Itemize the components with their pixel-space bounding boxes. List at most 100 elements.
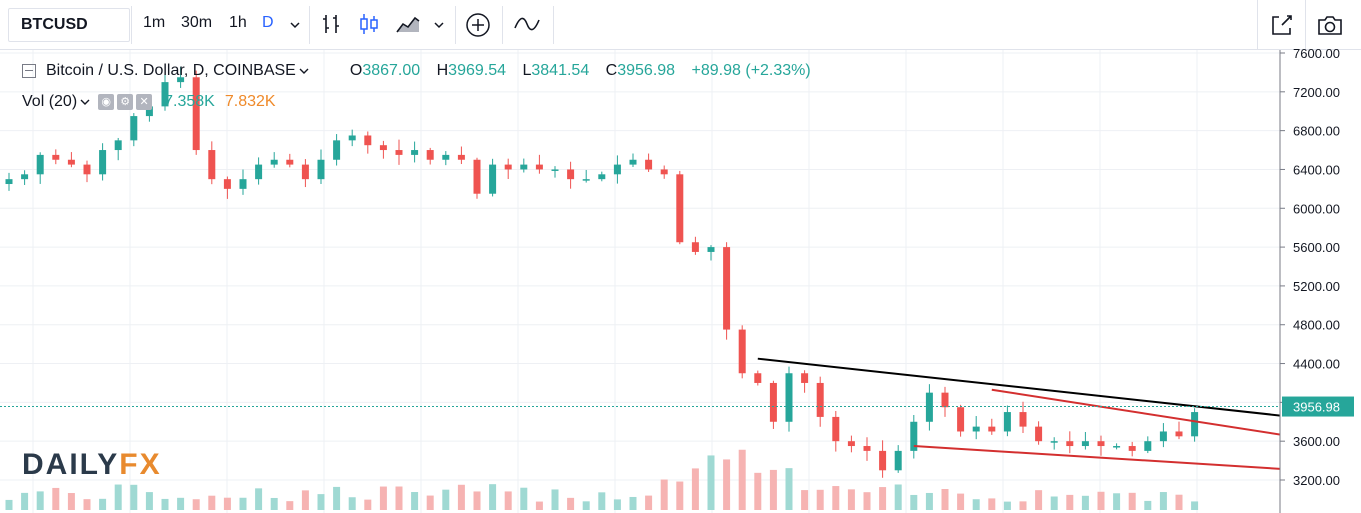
- candle-body: [239, 179, 247, 189]
- add-compare-icon[interactable]: [465, 12, 491, 38]
- candle-body: [723, 247, 731, 330]
- volume-bar: [863, 492, 871, 510]
- candle-body: [504, 164, 512, 170]
- candle-body: [1035, 426, 1043, 442]
- last-price-label: 3956.98: [1293, 400, 1340, 415]
- price-tick-label: 7200.00: [1293, 85, 1340, 100]
- chevron-down-icon[interactable]: [288, 18, 302, 32]
- indicators-icon[interactable]: [513, 12, 541, 36]
- candle-body: [36, 154, 44, 175]
- candle-body: [255, 164, 263, 180]
- candle-body: [707, 247, 715, 252]
- chevron-down-icon[interactable]: [432, 18, 446, 32]
- last-price-badge: [1282, 396, 1354, 417]
- volume-bar: [676, 481, 684, 510]
- candle-body: [5, 179, 13, 185]
- candle-body: [754, 373, 762, 383]
- candle-body: [785, 373, 793, 422]
- volume-bar: [1144, 500, 1152, 510]
- volume-bar: [1191, 501, 1199, 510]
- candle-body: [520, 164, 528, 170]
- candle-body: [411, 150, 419, 155]
- candle-body: [910, 421, 918, 451]
- chevron-down-icon[interactable]: [298, 65, 310, 77]
- candle-style-icon[interactable]: [357, 12, 381, 36]
- candle-body: [567, 169, 575, 180]
- high-label: H: [436, 62, 449, 79]
- price-tick-label: 3600.00: [1293, 434, 1340, 449]
- candle-body: [1050, 441, 1058, 443]
- volume-bar: [645, 495, 653, 510]
- volume-bar: [801, 490, 809, 510]
- interval-1m-button[interactable]: 1m: [143, 14, 166, 31]
- volume-bar: [582, 501, 590, 510]
- price-tick-label: 6400.00: [1293, 162, 1340, 177]
- volume-label[interactable]: Vol (20): [22, 93, 78, 110]
- candle-body: [270, 159, 278, 165]
- close-label: C: [605, 62, 618, 79]
- area-style-icon[interactable]: [395, 12, 421, 36]
- candle-body: [832, 416, 840, 442]
- candle-body: [1066, 441, 1074, 447]
- volume-bar: [208, 495, 216, 510]
- volume-bar: [972, 499, 980, 510]
- low-label: L: [522, 62, 532, 79]
- candle-body: [691, 242, 699, 252]
- visibility-eye-icon[interactable]: ◉: [98, 94, 115, 110]
- candle-body: [192, 77, 200, 151]
- series-title[interactable]: Bitcoin / U.S. Dollar, D, COINBASE: [46, 62, 296, 79]
- volume-bar: [489, 484, 497, 510]
- candle-body: [941, 392, 949, 408]
- candle-body: [816, 382, 824, 417]
- volume-bar: [941, 489, 949, 510]
- symbol-search-button[interactable]: BTCUSD: [8, 8, 130, 42]
- camera-icon[interactable]: [1316, 12, 1344, 38]
- volume-bar: [83, 499, 91, 510]
- volume-bar: [567, 497, 575, 510]
- collapse-legend-icon[interactable]: [22, 64, 36, 78]
- volume-bar: [1035, 490, 1043, 510]
- volume-bar: [1159, 492, 1167, 510]
- volume-bar: [473, 491, 481, 510]
- candle-body: [457, 154, 465, 160]
- volume-bar: [192, 499, 200, 510]
- open-value: 3867.00: [362, 62, 421, 79]
- volume-bar: [754, 472, 762, 510]
- candle-body: [333, 140, 341, 160]
- candle-body: [676, 174, 684, 243]
- trendlines: [0, 357, 1361, 473]
- volume-bar: [177, 497, 185, 510]
- volume-bar: [785, 468, 793, 510]
- volume-bar: [1050, 496, 1058, 510]
- volume-bar: [879, 487, 887, 510]
- price-tick-label: 5600.00: [1293, 240, 1340, 255]
- candle-body: [161, 82, 169, 107]
- volume-bar: [239, 497, 247, 510]
- remove-close-icon[interactable]: ✕: [136, 94, 153, 110]
- interval-30m-button[interactable]: 30m: [181, 14, 213, 31]
- candle-body: [801, 373, 809, 383]
- volume-bar: [832, 486, 840, 510]
- candle-body: [364, 135, 372, 146]
- candle-body: [1128, 446, 1136, 451]
- bar-style-icon[interactable]: [320, 12, 344, 36]
- volume-bar: [145, 492, 153, 510]
- candle-body: [1019, 412, 1027, 427]
- interval-1h-button[interactable]: 1h: [229, 14, 247, 31]
- settings-gear-icon[interactable]: ⚙: [117, 94, 134, 110]
- open-label: O: [349, 62, 363, 79]
- close-value: 3956.98: [617, 62, 676, 79]
- volume-value: 7.358K: [164, 93, 215, 110]
- candle-body: [489, 164, 497, 194]
- volume-bar: [1175, 494, 1183, 510]
- toolbar-divider: [502, 6, 503, 44]
- snapshot-expand-icon[interactable]: [1269, 12, 1295, 38]
- candle-body: [769, 382, 777, 422]
- volume-bar: [223, 497, 231, 510]
- chevron-down-icon[interactable]: [79, 96, 91, 108]
- volume-bar: [301, 490, 309, 510]
- toolbar-divider: [553, 6, 554, 44]
- volume-bar: [598, 492, 606, 510]
- interval-d-button[interactable]: D: [262, 14, 274, 31]
